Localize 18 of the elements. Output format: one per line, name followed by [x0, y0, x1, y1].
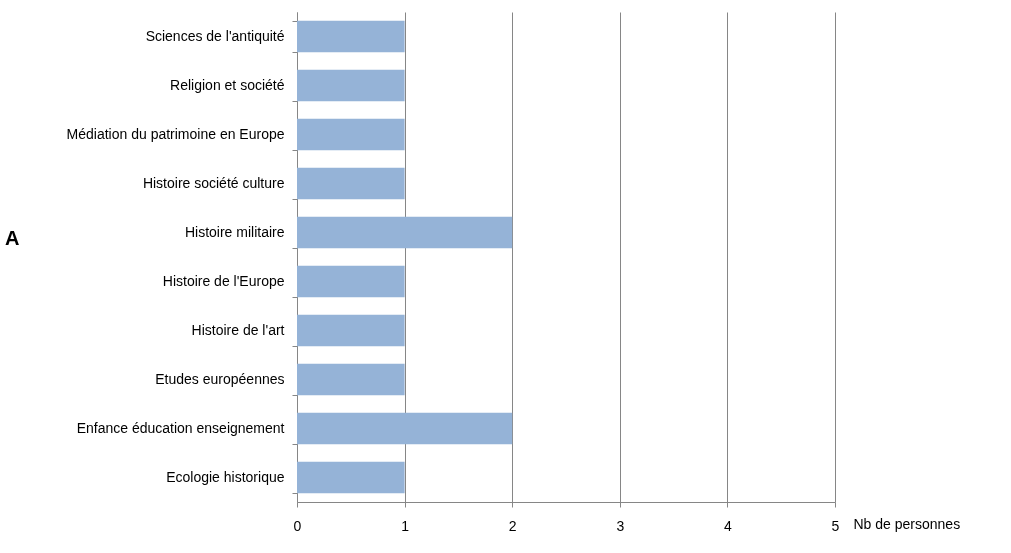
- x-tick-label: 1: [401, 517, 410, 534]
- y-tick-label: Histoire de l'Europe: [162, 273, 285, 289]
- y-tick-label: Histoire de l'art: [191, 322, 285, 338]
- y-tick-label: Sciences de l'antiquité: [145, 28, 285, 44]
- y-tick-label: Religion et société: [170, 77, 285, 93]
- y-tick-label: Histoire militaire: [184, 224, 285, 240]
- x-tick-label: 5: [831, 517, 840, 534]
- x-tick-label: 0: [293, 517, 302, 534]
- y-tick-label: Enfance éducation enseignement: [76, 420, 285, 436]
- y-tick-label: Histoire société culture: [142, 175, 285, 191]
- x-tick-label: 4: [724, 517, 732, 534]
- x-tick-label: 2: [508, 517, 517, 534]
- y-tick-label: Etudes européennes: [155, 371, 285, 387]
- text: A: [5, 227, 20, 249]
- y-tick-label: Médiation du patrimoine en Europe: [66, 126, 285, 142]
- y-tick-label: Ecologie historique: [166, 469, 285, 485]
- x-axis-title: Nb de personnes: [853, 515, 961, 532]
- x-tick-label: 3: [616, 517, 625, 534]
